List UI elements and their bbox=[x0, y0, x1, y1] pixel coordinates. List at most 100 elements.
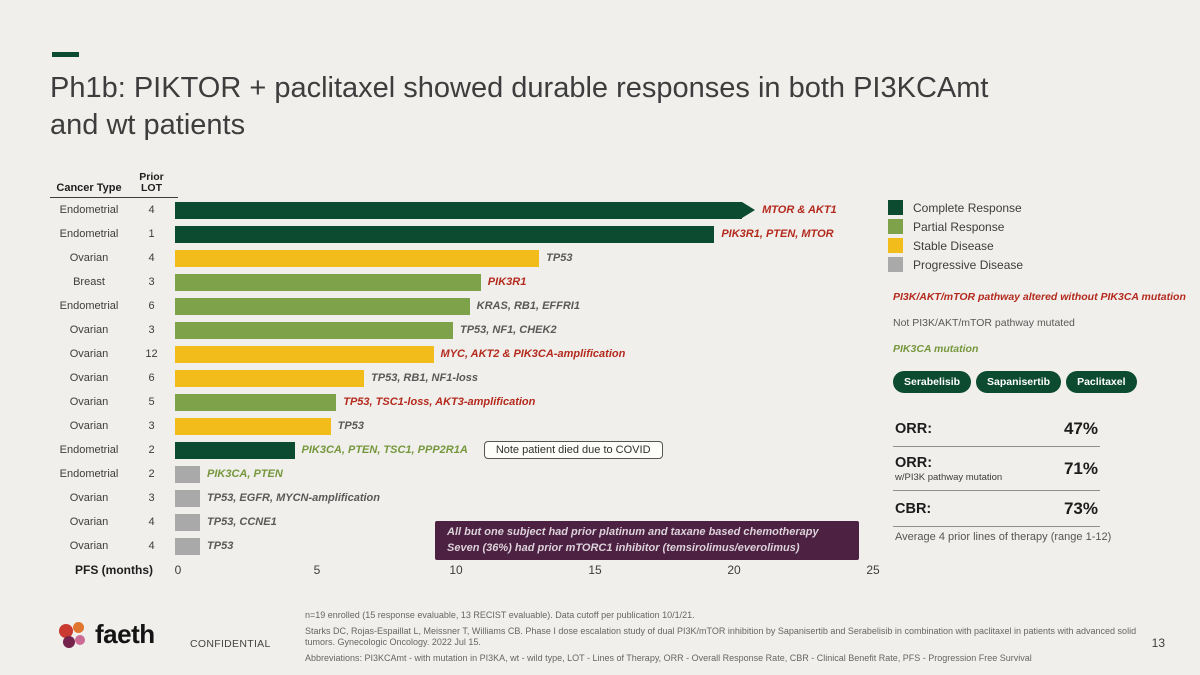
legend-swatch bbox=[888, 200, 903, 215]
pfs-bar bbox=[175, 249, 540, 267]
drug-pill: Sapanisertib bbox=[976, 371, 1062, 393]
chart-row: Endometrial 2 PIK3CA, PTEN bbox=[50, 462, 882, 486]
chart-row: Ovarian 6 TP53, RB1, NF1-loss bbox=[50, 366, 882, 390]
drug-pills: Serabelisib Sapanisertib Paclitaxel bbox=[893, 371, 1137, 393]
chart-row: Ovarian 3 TP53 bbox=[50, 414, 882, 438]
legend-swatch bbox=[888, 257, 903, 272]
prior-lot-cell: 2 bbox=[148, 468, 155, 480]
chart-row: Endometrial 1 PIK3R1, PTEN, MTOR bbox=[50, 222, 882, 246]
x-tick: 10 bbox=[449, 563, 463, 577]
row-plot: TP53, TSC1-loss, AKT3-amplification bbox=[175, 390, 870, 414]
mutation-label: TP53, TSC1-loss, AKT3-amplification bbox=[343, 396, 536, 408]
pfs-bar bbox=[175, 393, 337, 411]
row-plot: KRAS, RB1, EFFRI1 bbox=[175, 294, 870, 318]
stat-row: CBR: 73% bbox=[893, 491, 1100, 527]
mutation-label: TP53 bbox=[546, 252, 573, 264]
pfs-bar bbox=[175, 441, 295, 459]
chart-row: Breast 3 PIK3R1 bbox=[50, 270, 882, 294]
pfs-bar bbox=[175, 465, 201, 483]
chart-row: Ovarian 4 TP53 bbox=[50, 246, 882, 270]
stat-label: ORR: bbox=[895, 421, 933, 437]
callout-line: All but one subject had prior platinum a… bbox=[447, 526, 819, 538]
row-plot: PIK3R1, PTEN, MTOR bbox=[175, 222, 870, 246]
faeth-logo: faeth bbox=[58, 619, 155, 650]
legend-item: Partial Response bbox=[888, 219, 1023, 234]
stats-footnote: Average 4 prior lines of therapy (range … bbox=[895, 531, 1112, 543]
mutation-label: PIK3R1, PTEN, MTOR bbox=[721, 228, 834, 240]
chart-row: Ovarian 4 TP53, CCNE1 bbox=[50, 510, 882, 534]
cancer-type-cell: Ovarian bbox=[69, 324, 109, 336]
cancer-type-cell: Endometrial bbox=[59, 468, 119, 480]
row-plot: TP53 bbox=[175, 246, 870, 270]
row-plot: TP53, NF1, CHEK2 bbox=[175, 318, 870, 342]
x-tick: 5 bbox=[313, 563, 321, 577]
prior-lot-header: Prior LOT bbox=[139, 171, 164, 194]
mutation-label: TP53, RB1, NF1-loss bbox=[371, 372, 479, 384]
pathway-note: PI3K/AKT/mTOR pathway altered without PI… bbox=[893, 291, 1186, 303]
prior-lot-cell: 12 bbox=[145, 348, 158, 360]
pathway-note: Not PI3K/AKT/mTOR pathway mutated bbox=[893, 317, 1075, 329]
pfs-bar bbox=[175, 417, 331, 435]
stat-row: ORR: w/PI3K pathway mutation 71% bbox=[893, 447, 1100, 491]
mutation-label: TP53 bbox=[337, 420, 364, 432]
mutation-label: MYC, AKT2 & PIK3CA-amplification bbox=[440, 348, 626, 360]
prior-lot-cell: 3 bbox=[148, 276, 155, 288]
cancer-type-cell: Endometrial bbox=[59, 300, 119, 312]
cancer-type-cell: Ovarian bbox=[69, 420, 109, 432]
prior-lot-cell: 2 bbox=[148, 444, 155, 456]
cancer-type-cell: Breast bbox=[73, 276, 105, 288]
mutation-label: TP53, NF1, CHEK2 bbox=[460, 324, 557, 336]
row-plot: TP53, EGFR, MYCN-amplification bbox=[175, 486, 870, 510]
mutation-label: PIK3CA, PTEN bbox=[207, 468, 283, 480]
prior-lot-cell: 1 bbox=[148, 228, 155, 240]
legend-label: Stable Disease bbox=[913, 238, 994, 253]
row-plot: PIK3CA, PTEN, TSC1, PPP2R1A Note patient … bbox=[175, 438, 870, 462]
x-axis: PFS (months) 0 5 10 15 20 25 bbox=[50, 563, 882, 579]
mutation-label: KRAS, RB1, EFFRI1 bbox=[476, 300, 580, 312]
x-tick: 15 bbox=[588, 563, 602, 577]
pfs-swimmer-chart: Cancer Type Prior LOT Endometrial 4 MTOR &… bbox=[50, 168, 882, 579]
chart-row: Ovarian 4 TP53 bbox=[50, 534, 882, 558]
chart-rows: Endometrial 4 MTOR & AKT1 Endometrial 1 PIK3R… bbox=[50, 198, 882, 558]
stat-row: ORR: 47% bbox=[893, 411, 1100, 447]
logo-dots-icon bbox=[58, 620, 88, 650]
row-plot: PIK3CA, PTEN bbox=[175, 462, 870, 486]
legend-item: Complete Response bbox=[888, 200, 1023, 215]
prior-lot-cell: 4 bbox=[148, 204, 155, 216]
drug-pill: Serabelisib bbox=[893, 371, 972, 393]
page-number: 13 bbox=[1151, 636, 1165, 650]
mutation-label: TP53 bbox=[207, 540, 234, 552]
stat-left: ORR: w/PI3K pathway mutation bbox=[895, 455, 1002, 483]
ongoing-arrow-icon bbox=[742, 202, 756, 218]
prior-lot-cell: 4 bbox=[148, 516, 155, 528]
stat-value: 73% bbox=[1063, 499, 1098, 518]
prior-lot-cell: 3 bbox=[148, 420, 155, 432]
covid-note: Note patient died due to COVID bbox=[483, 441, 663, 459]
x-tick: 25 bbox=[866, 563, 880, 577]
legend-swatch bbox=[888, 219, 903, 234]
x-axis-label: PFS (months) bbox=[75, 563, 153, 577]
pfs-bar bbox=[175, 345, 434, 363]
row-plot: PIK3R1 bbox=[175, 270, 870, 294]
cancer-type-cell: Ovarian bbox=[69, 396, 109, 408]
callout-line: Seven (36%) had prior mTORC1 inhibitor (… bbox=[447, 541, 800, 554]
x-axis-ticks: 0 5 10 15 20 25 bbox=[174, 563, 880, 579]
footnote: n=19 enrolled (15 response evaluable, 13… bbox=[305, 610, 695, 620]
stat-label: CBR: bbox=[895, 501, 932, 517]
chart-row: Ovarian 3 TP53, NF1, CHEK2 bbox=[50, 318, 882, 342]
prior-lot-cell: 4 bbox=[148, 252, 155, 264]
cancer-type-cell: Ovarian bbox=[69, 372, 109, 384]
stat-sublabel: w/PI3K pathway mutation bbox=[895, 472, 1003, 483]
title-line-1: Ph1b: PIKTOR + paclitaxel showed durable… bbox=[50, 72, 989, 104]
stat-left: ORR: bbox=[895, 421, 932, 437]
cancer-type-cell: Ovarian bbox=[69, 540, 109, 552]
stat-value: 71% bbox=[1063, 459, 1098, 478]
cancer-type-cell: Endometrial bbox=[59, 204, 119, 216]
accent-dash bbox=[52, 52, 79, 57]
pfs-bar bbox=[175, 297, 470, 315]
cancer-type-cell: Ovarian bbox=[69, 492, 109, 504]
x-tick: 0 bbox=[174, 563, 182, 577]
stats-table: ORR: 47% ORR: w/PI3K pathway mutation 71% CBR… bbox=[893, 411, 1100, 527]
stat-value: 47% bbox=[1063, 419, 1098, 438]
